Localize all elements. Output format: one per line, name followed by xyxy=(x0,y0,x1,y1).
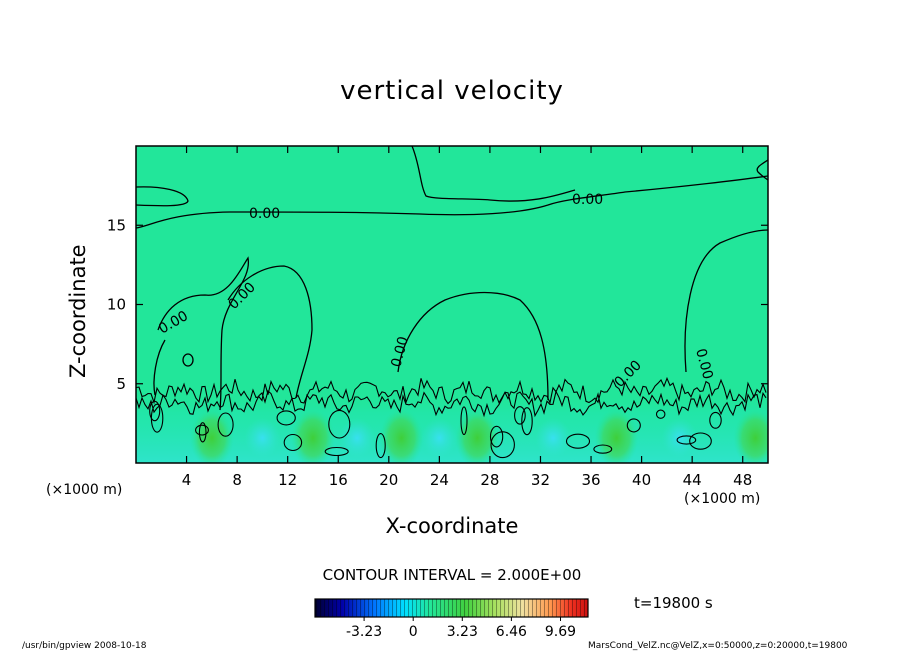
contour-label: 0.00 xyxy=(249,206,280,222)
warm-core xyxy=(733,408,768,463)
cool-core xyxy=(535,418,572,458)
turbulent-cell xyxy=(283,433,303,452)
y-tick-label: 5 xyxy=(116,375,126,393)
warm-core xyxy=(290,408,335,463)
contour-label: 0.00 xyxy=(572,192,603,208)
cool-core xyxy=(661,418,698,458)
turbulent-cell xyxy=(460,406,468,436)
turbulent-cell xyxy=(324,446,349,457)
turbulent-cell xyxy=(328,409,351,439)
x-tick-label: 20 xyxy=(379,471,398,489)
contour-left-dome-2 xyxy=(153,339,166,396)
contour-label: 0.00 xyxy=(692,347,716,381)
x-tick-label: 12 xyxy=(278,471,297,489)
y-tick-label: 10 xyxy=(107,296,126,314)
cool-core xyxy=(421,418,458,458)
contour-upper-right xyxy=(756,159,768,181)
contour-right-dome xyxy=(684,229,768,373)
turbulent-cell xyxy=(276,410,296,426)
contour-inner-dome xyxy=(227,265,313,399)
warm-core xyxy=(189,408,234,463)
warm-core xyxy=(594,408,639,463)
x-tick-label: 28 xyxy=(480,471,499,489)
x-unit-left: (×1000 m) xyxy=(46,482,123,498)
x-tick-label: 24 xyxy=(430,471,449,489)
contour-interval-label: CONTOUR INTERVAL = 2.000E+00 xyxy=(322,566,582,584)
turbulent-cell xyxy=(489,425,504,448)
colorbar-tick-label: 9.69 xyxy=(545,624,576,640)
x-tick-label: 32 xyxy=(531,471,550,489)
colorbar-tick-label: -3.23 xyxy=(346,624,382,640)
x-axis-label: X-coordinate xyxy=(385,514,519,538)
x-tick-label: 48 xyxy=(733,471,752,489)
turbulent-cell xyxy=(490,431,515,459)
turbulent-cell xyxy=(593,444,613,454)
contour-left-dome xyxy=(157,256,249,411)
contour-small-loop xyxy=(182,353,194,367)
warm-core xyxy=(455,408,500,463)
turbulent-cell xyxy=(709,411,722,429)
turbulent-cell xyxy=(514,406,526,425)
chart-title: vertical velocity xyxy=(340,76,564,106)
x-tick-label: 4 xyxy=(182,471,192,489)
colorbar-tick-label: 0 xyxy=(409,624,418,640)
x-tick-label: 40 xyxy=(632,471,651,489)
turbulent-contour xyxy=(136,376,767,405)
turbulent-cell xyxy=(676,435,697,445)
turbulent-cell xyxy=(689,432,712,450)
contour-label: 0.00 xyxy=(388,335,412,369)
x-tick-label: 8 xyxy=(232,471,242,489)
turbulent-contour xyxy=(136,389,767,418)
footer-left: /usr/bin/gpview 2008-10-18 xyxy=(22,641,147,651)
colorbar-tick-label: 6.46 xyxy=(496,624,527,640)
colorbar-frame xyxy=(314,598,589,618)
contour-upper-left xyxy=(136,186,189,207)
x-unit-right: (×1000 m) xyxy=(684,491,761,507)
turbulent-cell xyxy=(149,400,161,422)
footer-right: MarsCond_VelZ.nc@VelZ,x=0:50000,z=0:2000… xyxy=(588,641,848,651)
colorbar-tick-label: 3.23 xyxy=(447,624,478,640)
turbulent-cell xyxy=(195,424,209,436)
colorbar-stripes xyxy=(315,599,588,617)
contour-upper-long xyxy=(136,175,768,229)
turbulent-cell xyxy=(375,433,386,459)
turbulent-cell xyxy=(198,422,207,443)
contour-center-dome xyxy=(397,291,549,401)
turbulent-cell xyxy=(626,418,641,433)
turbulent-cell xyxy=(655,409,666,419)
time-label: t=19800 s xyxy=(634,594,713,612)
x-tick-label: 36 xyxy=(581,471,600,489)
cool-core xyxy=(339,418,376,458)
turbulent-cell xyxy=(217,412,234,437)
warm-core xyxy=(379,408,424,463)
turbulent-cell xyxy=(521,407,533,436)
cool-core xyxy=(244,418,281,458)
contour-top-arc xyxy=(411,146,576,202)
x-tick-label: 16 xyxy=(329,471,348,489)
y-tick-label: 15 xyxy=(107,216,126,234)
turbulent-cell xyxy=(565,433,591,449)
x-tick-label: 44 xyxy=(683,471,702,489)
